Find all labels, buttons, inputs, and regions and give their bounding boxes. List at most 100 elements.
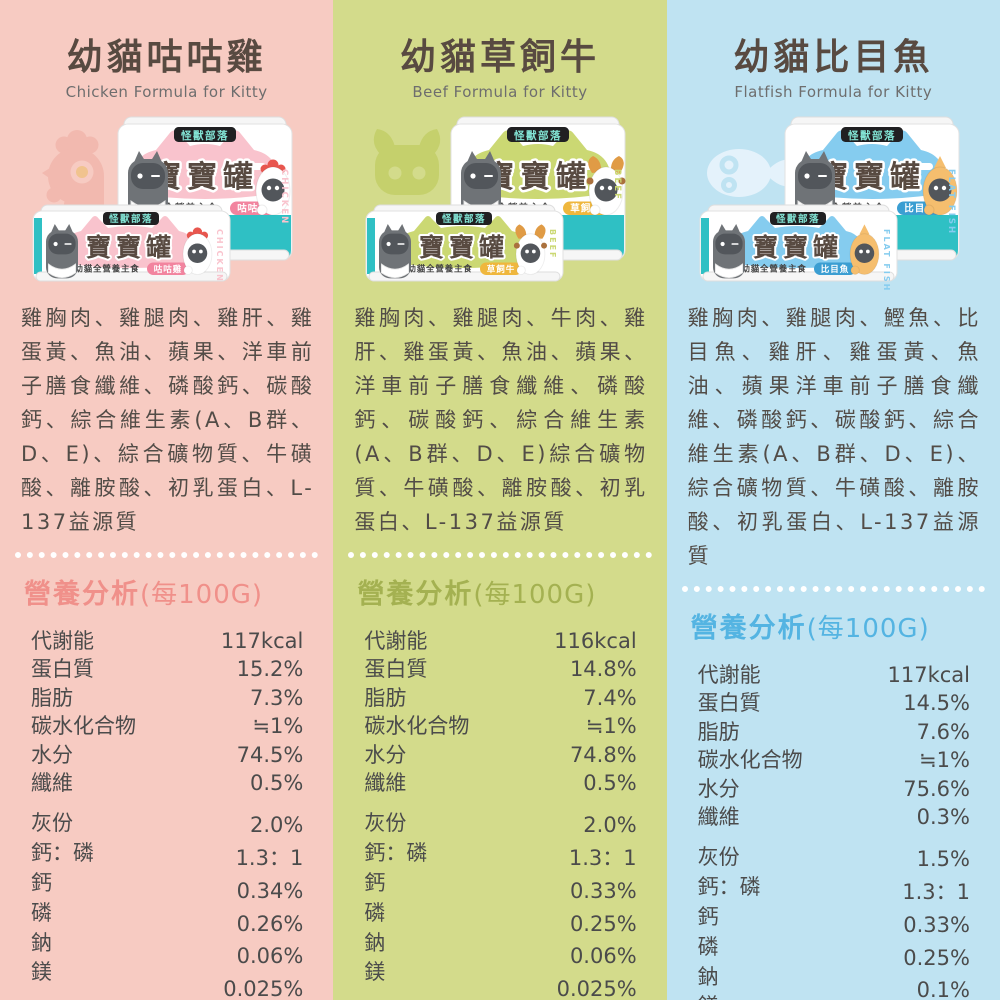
whale-icon: [706, 149, 795, 197]
nutrient-value: 0.25%: [903, 945, 970, 970]
side-label: CHICKEN: [279, 169, 289, 225]
front-can: 怪獸部落 寶寶罐 幼貓全營養主食 草飼牛 BEEF: [365, 204, 564, 282]
nutrition-row: 碳水化合物 ≒1%: [31, 712, 303, 740]
nutrient-label: 水分: [31, 742, 73, 767]
nutrient-value: 7.3%: [249, 685, 304, 710]
minerals-rows: 灰份 鈣：磷 鈣 磷 鈉 鎂 1.5% 1.3：1 0.33% 0.25% 0.…: [698, 843, 970, 1000]
minerals-labels: 灰份 鈣：磷 鈣 磷 鈉 鎂: [698, 843, 761, 1000]
nutrient-label: 鎂: [364, 960, 386, 985]
nutrient-label: 灰份: [364, 811, 407, 836]
nutrient-value: 0.5%: [583, 771, 637, 796]
nutrient-value: 14.8%: [569, 657, 637, 682]
nutrient-label: 纖維: [364, 771, 407, 796]
can-description-text: 幼貓全營養主食: [741, 264, 806, 275]
nutrient-label: 脂肪: [31, 685, 73, 710]
column-flatfish-formula: 幼貓比目魚 Flatfish Formula for Kitty 怪獸部落 寶寶…: [666, 0, 1000, 1000]
nutrition-row: 碳水化合物 ≒1%: [698, 746, 970, 774]
nutrition-row: 蛋白質 15.2%: [31, 655, 303, 683]
nutrient-value: 0.34%: [236, 878, 304, 903]
nutrient-label: 鈉: [364, 930, 386, 955]
minerals-labels: 灰份 鈣：磷 鈣 磷 鈉 鎂: [364, 809, 427, 1000]
nutrient-value: 14.5%: [903, 691, 970, 716]
side-label: BEEF: [612, 169, 622, 201]
nutrient-label: 水分: [364, 742, 407, 767]
product-title: 幼貓草飼牛: [399, 37, 600, 78]
nutrient-value: 117kcal: [887, 663, 970, 687]
side-label: FLAT FISH: [946, 169, 956, 235]
nutrient-label: 鈣：磷: [364, 841, 428, 866]
minerals-values: 1.5% 1.3：1 0.33% 0.25% 0.1% 0.024%: [890, 843, 970, 1000]
minerals-values: 2.0% 1.3：1 0.34% 0.26% 0.06% 0.025%: [223, 809, 303, 1000]
nutrient-label: 鈣：磷: [31, 841, 94, 866]
minerals-rows: 灰份 鈣：磷 鈣 磷 鈉 鎂 2.0% 1.3：1 0.34% 0.26% 0.…: [31, 809, 303, 1000]
nutrition-row: 代謝能 116kcal: [364, 627, 636, 655]
product-subtitle-en: Chicken Formula for Kitty: [65, 83, 268, 101]
brand-badge: [840, 127, 903, 142]
nutrition-row: 纖維 0.5%: [31, 769, 303, 797]
nutrient-value: 1.3：1: [235, 846, 304, 871]
ingredients-text: 雞胸肉、雞腿肉、鰹魚、比目魚、雞肝、雞蛋黃、魚油、蘋果洋車前子膳食纖維、磷酸鈣、…: [687, 306, 981, 568]
nutrition-row: 脂肪 7.6%: [698, 718, 970, 746]
nutrition-row: 脂肪 7.3%: [31, 684, 303, 712]
nutrient-label: 鈣: [364, 871, 386, 896]
nutrient-value: 0.26%: [236, 911, 304, 936]
bull-head-icon: [374, 129, 441, 195]
front-can: 怪獸部落 寶寶罐 幼貓全營養主食 咕咕雞 CHICKEN: [32, 204, 231, 283]
flavor-badge: [813, 262, 856, 275]
nutrient-label: 鈉: [31, 930, 52, 955]
nutrient-label: 纖維: [31, 771, 73, 796]
chicken-head-icon: [42, 130, 104, 236]
analysis-title: 營養分析: [24, 579, 140, 610]
side-label: CHICKEN: [215, 229, 224, 283]
brand-badge: [174, 127, 236, 142]
nutrient-value: 0.25%: [569, 911, 637, 936]
nutrient-value: 75.6%: [903, 776, 970, 801]
nutrient-label: 鈉: [697, 964, 719, 989]
analysis-unit: (每100G): [473, 580, 597, 610]
analysis-title: 營養分析: [690, 613, 807, 644]
nutrient-value: ≒1%: [252, 714, 304, 739]
cloud-icon: [916, 163, 933, 170]
brand-badge-label: 怪獸部落: [109, 213, 153, 225]
nutrient-label: 鈣: [697, 905, 719, 930]
nutrient-value: 0.06%: [236, 944, 304, 969]
brand-badge: [436, 212, 493, 225]
nutrient-label: 鎂: [698, 992, 761, 1000]
nutrient-label: 脂肪: [697, 719, 740, 744]
product-cans-illustration: 怪獸部落 寶寶罐 幼貓全營養主食 咕咕雞 CHICKEN 怪獸部落 寶寶罐 幼貓…: [0, 109, 333, 294]
nutrient-value: ≒1%: [585, 714, 637, 739]
brand-badge-label: 怪獸部落: [181, 129, 229, 142]
nutrient-label: 鈣：磷: [697, 875, 761, 900]
nutrient-value: 7.6%: [916, 719, 970, 744]
nutrient-label: 碳水化合物: [31, 714, 136, 739]
nutrition-row: 水分 75.6%: [698, 775, 970, 803]
nutrient-label: 蛋白質: [697, 691, 761, 716]
nutrient-value: 0.06%: [569, 944, 637, 969]
nutrition-row: 代謝能 117kcal: [31, 627, 303, 655]
nutrient-value: 1.5%: [916, 847, 970, 872]
nutrition-row: 水分 74.5%: [31, 741, 303, 769]
nutrient-label: 水分: [697, 776, 740, 801]
dashed-divider: [348, 552, 652, 558]
nutrient-label: 磷: [697, 934, 719, 959]
nutrient-value: 15.2%: [236, 657, 304, 682]
nutrient-value: 74.5%: [236, 742, 304, 767]
product-name-text: 寶寶罐: [753, 233, 843, 262]
nutrient-label: 蛋白質: [31, 657, 94, 682]
nutrition-row: 代謝能 117kcal: [698, 661, 970, 689]
analysis-unit: (每100G): [806, 614, 930, 644]
minerals-rows: 灰份 鈣：磷 鈣 磷 鈉 鎂 2.0% 1.3：1 0.33% 0.25% 0.…: [364, 809, 636, 1000]
nutrient-value: 116kcal: [554, 629, 637, 653]
nutrient-value: 117kcal: [220, 629, 304, 653]
nutrient-label: 代謝能: [697, 663, 761, 687]
nutrient-label: 脂肪: [364, 685, 407, 710]
nutrition-analysis-heading: 營養分析(每100G): [24, 572, 333, 611]
brand-badge: [507, 127, 570, 142]
nutrition-table: 代謝能 116kcal 蛋白質 14.8% 脂肪 7.4% 碳水化合物 ≒1% 水分 74…: [364, 627, 636, 1000]
brand-badge-label: 怪獸部落: [514, 129, 562, 142]
brand-badge-label: 怪獸部落: [776, 213, 820, 225]
dashed-divider: [15, 552, 319, 558]
nutrient-value: 0.33%: [903, 912, 970, 937]
nutrient-value: 0.3%: [916, 805, 970, 830]
ingredients-text: 雞胸肉、雞腿肉、牛肉、雞肝、雞蛋黃、魚油、蘋果、洋車前子膳食纖維、磷酸鈣、碳酸鈣…: [354, 306, 648, 534]
